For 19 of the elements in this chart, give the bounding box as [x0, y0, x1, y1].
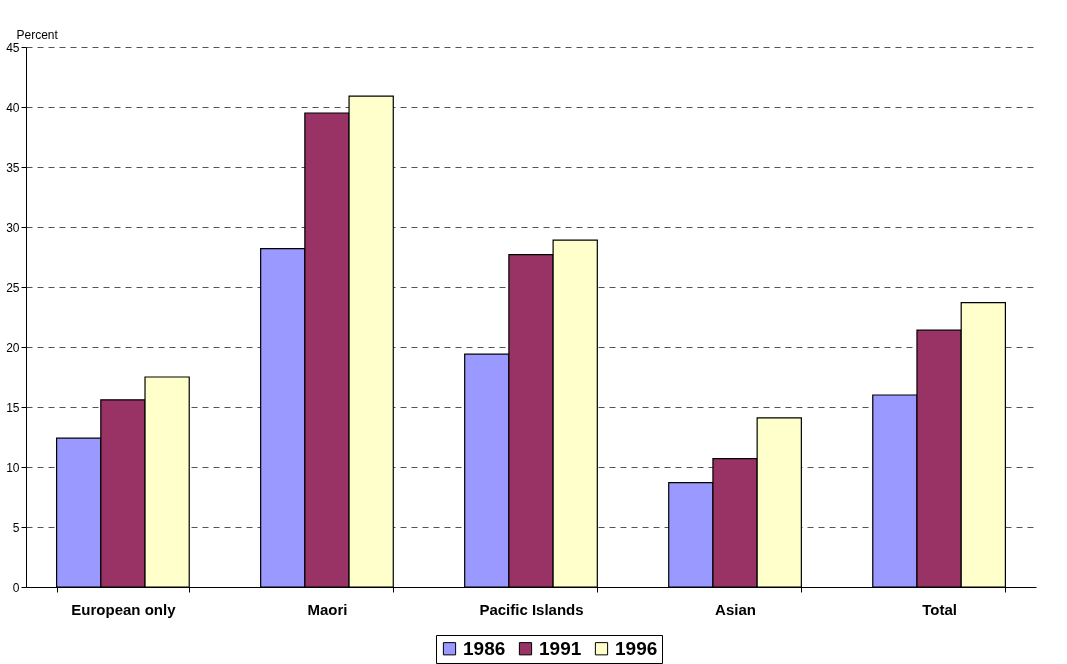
x-tick-label: European only	[71, 600, 177, 618]
y-axis-title: Percent	[16, 27, 59, 42]
legend-label: 1996	[615, 637, 658, 659]
y-tick-label: 45	[6, 40, 20, 55]
y-tick-label: 10	[6, 460, 20, 475]
x-tick-label: Asian	[715, 600, 756, 618]
legend-label: 1986	[463, 637, 506, 659]
y-tick-label: 35	[6, 160, 20, 175]
y-tick-label: 30	[6, 220, 20, 235]
x-tick-label: Pacific Islands	[479, 600, 584, 618]
y-tick-label: 25	[6, 280, 20, 295]
x-tick-label: Maori	[307, 600, 348, 618]
y-tick-label: 0	[12, 580, 20, 595]
x-tick-label: Total	[922, 600, 957, 618]
y-tick-label: 40	[6, 100, 20, 115]
y-tick-label: 15	[6, 400, 20, 415]
y-tick-label: 5	[12, 520, 20, 535]
y-tick-label: 20	[6, 340, 20, 355]
legend-label: 1991	[539, 637, 582, 659]
